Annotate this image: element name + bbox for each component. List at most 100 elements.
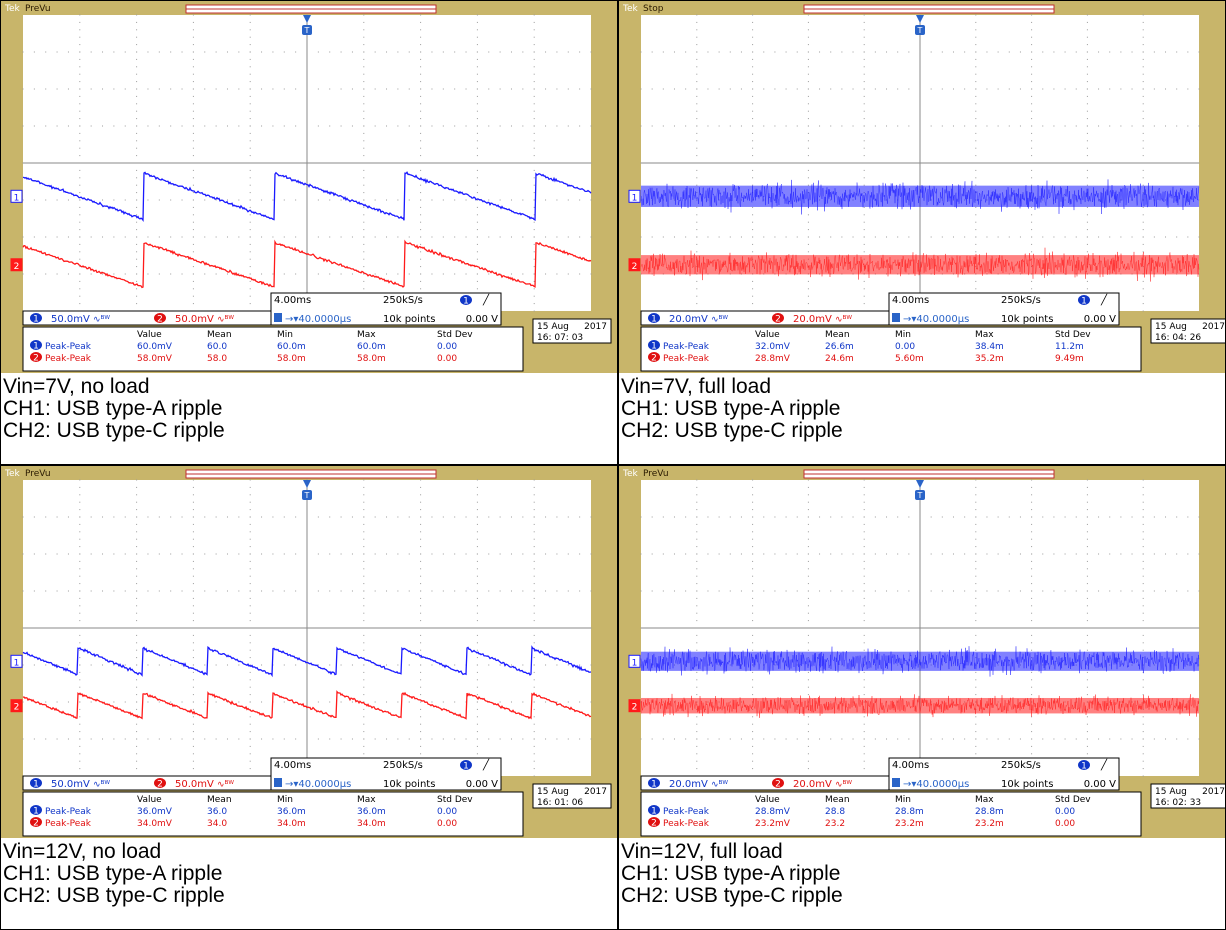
meas-value: 0.00 (437, 342, 457, 352)
meas-value: 23.2mV (755, 819, 791, 829)
meas-value: 36.0 (207, 807, 227, 817)
timebase: 4.00ms (892, 760, 929, 771)
delay-value: →▾40.0000µs (903, 314, 969, 325)
sample-rate: 250kS/s (1001, 295, 1041, 306)
trigger-level: 0.00 V (466, 779, 498, 790)
date: 15 Aug (1155, 322, 1187, 332)
measurement-header: Max (357, 795, 376, 805)
ch2-badge-label: 2 (157, 780, 163, 790)
trigger-position-icon (916, 480, 924, 488)
meas-label: Peak-Peak (663, 807, 710, 817)
trigger-source-badge (1078, 760, 1090, 770)
measurement-table (640, 791, 1142, 837)
ch2-trace (22, 690, 592, 720)
ch1-ground-marker (628, 654, 641, 668)
ch2-ground-label: 2 (14, 703, 20, 713)
measurement-header: Min (895, 795, 911, 805)
caption-line: CH1: USB type-A ripple (621, 862, 841, 885)
ch1-coupling-icon: ∿ᴮᵂ (93, 780, 110, 790)
record-length: 10k points (383, 314, 435, 325)
ch2-coupling-icon: ∿ᴮᵂ (835, 780, 852, 790)
ch2-scale: 20.0mV (793, 314, 832, 325)
ch2-badge (772, 313, 784, 323)
meas-value: 28.8mV (755, 354, 791, 364)
ch1-ground-label: 1 (632, 658, 638, 668)
meas-value: 60.0 (207, 342, 227, 352)
date-box (532, 783, 612, 809)
brand-logo: Tek (4, 4, 21, 14)
trigger-source-badge (1078, 295, 1090, 305)
trigger-t-badge (302, 25, 312, 35)
meas-value: 28.8 (825, 807, 845, 817)
meas-value: 60.0mV (137, 342, 173, 352)
measurement-header: Value (137, 795, 162, 805)
caption-line: Vin=12V, no load (3, 840, 162, 863)
measurement-header: Std Dev (1055, 795, 1091, 805)
measurement-header: Max (975, 330, 994, 340)
meas-row-badge (30, 352, 42, 362)
meas-row-badge-label: 1 (651, 807, 657, 817)
measurement-header: Min (277, 330, 293, 340)
ch1-coupling-icon: ∿ᴮᵂ (93, 315, 110, 325)
ch1-trace (22, 171, 592, 222)
ch1-trace (640, 646, 1200, 677)
trigger-position-icon (303, 480, 311, 488)
measurement-header: Min (895, 330, 911, 340)
meas-value: 24.6m (825, 354, 854, 364)
ch2-badge (772, 778, 784, 788)
ch2-trace (22, 239, 592, 289)
ch2-badge-label: 2 (775, 315, 781, 325)
acquisition-status: PreVu (643, 469, 669, 479)
ch2-ground-label: 2 (632, 262, 638, 272)
meas-value: 23.2m (975, 819, 1004, 829)
caption-line: CH1: USB type-A ripple (3, 862, 223, 885)
meas-value: 28.8m (975, 807, 1004, 817)
caption-line: CH2: USB type-C ripple (3, 884, 225, 907)
meas-value: 32.0mV (755, 342, 791, 352)
meas-value: 58.0mV (137, 354, 173, 364)
ch1-ground-label: 1 (14, 193, 20, 203)
meas-value: 36.0m (277, 807, 306, 817)
meas-row-badge (648, 805, 660, 815)
ch2-badge (154, 778, 166, 788)
delay-value: →▾40.0000µs (285, 779, 351, 790)
meas-value: 5.60m (895, 354, 924, 364)
caption-line: CH2: USB type-C ripple (621, 884, 843, 907)
ch1-coupling-icon: ∿ᴮᵂ (711, 315, 728, 325)
ch1-badge-label: 1 (651, 315, 657, 325)
date: 15 Aug (1155, 787, 1187, 797)
ch1-ground-marker (10, 189, 23, 203)
trigger-t-letter: T (917, 26, 923, 35)
sample-rate: 250kS/s (383, 295, 423, 306)
ch1-scale: 20.0mV (669, 314, 708, 325)
trigger-slope-icon: ╱ (482, 293, 490, 306)
measurement-header: Value (137, 330, 162, 340)
measurement-table (22, 791, 524, 837)
meas-row-badge-label: 2 (33, 354, 39, 364)
date: 15 Aug (537, 787, 569, 797)
trigger-level: 0.00 V (1084, 314, 1116, 325)
meas-value: 34.0 (207, 819, 227, 829)
ch2-coupling-icon: ∿ᴮᵂ (217, 315, 234, 325)
time: 16: 07: 03 (537, 333, 583, 343)
meas-value: 58.0 (207, 354, 227, 364)
caption-line: CH2: USB type-C ripple (621, 419, 843, 442)
delay-value: →▾40.0000µs (903, 779, 969, 790)
ch1-ground-label: 1 (632, 193, 638, 203)
ch2-badge-label: 2 (775, 780, 781, 790)
ch1-ground-marker (10, 654, 23, 668)
ch1-badge-label: 1 (33, 315, 39, 325)
year: 2017 (584, 322, 607, 332)
trigger-source-label: 1 (463, 762, 469, 772)
trigger-source-badge (460, 760, 472, 770)
sample-rate: 250kS/s (383, 760, 423, 771)
year: 2017 (584, 787, 607, 797)
ch2-scale: 20.0mV (793, 779, 832, 790)
meas-value: 0.00 (437, 354, 457, 364)
trigger-source-badge (460, 295, 472, 305)
date-box (1150, 783, 1225, 809)
trigger-t-letter: T (917, 491, 923, 500)
meas-value: 58.0m (277, 354, 306, 364)
